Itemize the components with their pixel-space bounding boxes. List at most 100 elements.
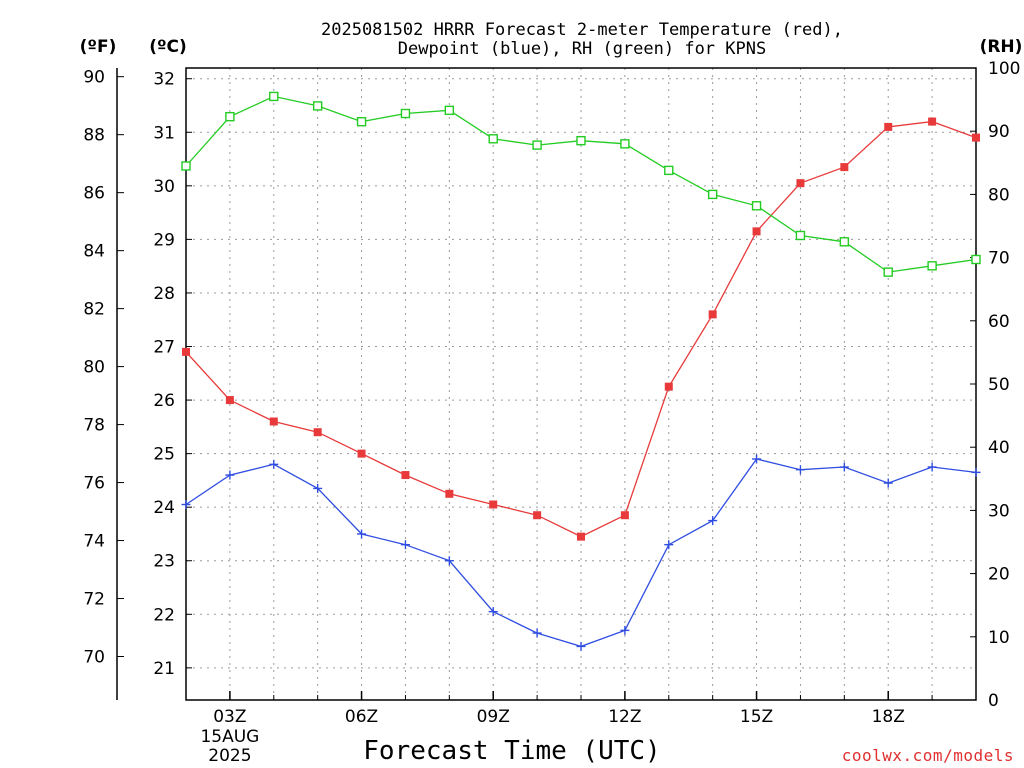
fahrenheit-tick-label: 84 xyxy=(83,242,105,262)
series xyxy=(181,91,981,651)
fahrenheit-tick-label: 88 xyxy=(83,126,105,146)
celsius-tick-label: 22 xyxy=(153,605,175,625)
temperature-point xyxy=(401,471,410,480)
dewpoint-point xyxy=(927,462,937,472)
rh-tick-label: 90 xyxy=(988,122,1010,142)
fahrenheit-tick-label: 90 xyxy=(83,68,105,88)
rh-point xyxy=(883,267,893,277)
dewpoint-series xyxy=(181,454,981,651)
rh-tick-label: 10 xyxy=(988,628,1010,648)
rh-unit-label: (RH) xyxy=(980,37,1023,57)
celsius-unit-label: (ºC) xyxy=(149,37,187,57)
dewpoint-point xyxy=(225,470,235,480)
rh-point xyxy=(225,111,235,122)
rh-point xyxy=(488,134,498,144)
rh-tick-label: 60 xyxy=(988,312,1010,332)
chart-title-line-2: Dewpoint (blue), RH (green) for KPNS xyxy=(398,39,766,59)
rh-tick-label: 20 xyxy=(988,565,1010,585)
temperature-point xyxy=(269,417,278,426)
x-tick-sublabel: 15AUG xyxy=(200,727,259,747)
dewpoint-point xyxy=(839,462,849,472)
dewpoint-point xyxy=(752,454,762,464)
rh-tick-label: 80 xyxy=(988,185,1010,205)
fahrenheit-tick-label: 78 xyxy=(83,416,105,436)
temperature-point xyxy=(752,227,761,236)
rh-point xyxy=(356,117,367,127)
fahrenheit-tick-label: 76 xyxy=(83,474,105,494)
rh-line xyxy=(185,95,977,273)
rh-tick-label: 100 xyxy=(988,59,1020,79)
dewpoint-point xyxy=(313,483,323,493)
celsius-tick-label: 26 xyxy=(153,391,175,411)
temperature-point xyxy=(884,122,893,131)
temperature-point xyxy=(928,117,937,126)
x-tick-label: 15Z xyxy=(740,707,773,727)
fahrenheit-tick-label: 70 xyxy=(83,648,105,668)
rh-point xyxy=(400,108,411,119)
rh-tick-label: 40 xyxy=(988,438,1010,458)
temperature-point xyxy=(708,310,717,319)
rh-point xyxy=(269,91,279,102)
temperature-point xyxy=(620,511,629,520)
x-tick-label: 03Z xyxy=(213,707,246,727)
dewpoint-point xyxy=(357,529,367,539)
dewpoint-point xyxy=(795,465,805,475)
temperature-point xyxy=(357,449,366,458)
x-tick-sublabel: 2025 xyxy=(208,746,251,766)
rh-tick-label: 0 xyxy=(988,691,999,711)
temperature-point xyxy=(972,133,980,142)
temperature-point xyxy=(445,489,454,498)
dewpoint-point xyxy=(444,556,454,566)
dewpoint-point xyxy=(488,607,498,617)
axes: 21 22 23 24 25 26 27 28 29 30 31 32 70 72 74 76 78 80 82 84… xyxy=(83,59,1020,766)
temperature-point xyxy=(840,163,849,172)
chart-title: 2025081502 HRRR Forecast 2-meter Tempera… xyxy=(321,20,843,59)
rh-tick-label: 50 xyxy=(988,375,1010,395)
temperature-point xyxy=(664,382,673,391)
rh-tick-label: 30 xyxy=(988,501,1010,521)
dewpoint-point xyxy=(269,459,279,469)
celsius-tick-label: 25 xyxy=(153,445,175,465)
credit-text: coolwx.com/models xyxy=(842,746,1014,765)
dewpoint-point xyxy=(708,516,718,526)
temperature-point xyxy=(489,500,498,509)
fahrenheit-tick-label: 86 xyxy=(83,184,105,204)
celsius-tick-label: 31 xyxy=(153,123,175,143)
x-tick-label: 12Z xyxy=(608,707,641,727)
x-tick-label: 09Z xyxy=(477,707,510,727)
rh-series xyxy=(181,91,981,277)
gridlines xyxy=(186,68,976,700)
rh-tick-label: 70 xyxy=(988,249,1010,269)
x-tick-label: 06Z xyxy=(345,707,378,727)
x-axis-label: Forecast Time (UTC) xyxy=(363,736,660,766)
temperature-point xyxy=(577,532,585,541)
dewpoint-point xyxy=(181,500,191,510)
dewpoint-point xyxy=(532,628,542,638)
celsius-tick-label: 23 xyxy=(153,552,175,572)
temperature-point xyxy=(796,179,805,188)
rh-point xyxy=(839,237,850,247)
rh-point xyxy=(664,165,674,176)
dewpoint-point xyxy=(883,478,893,488)
x-tick-label: 18Z xyxy=(872,707,905,727)
rh-point xyxy=(444,105,455,116)
rh-point xyxy=(971,254,981,265)
dewpoint-point xyxy=(971,467,981,477)
celsius-tick-label: 32 xyxy=(153,70,175,90)
temperature-point xyxy=(182,347,190,356)
celsius-tick-label: 29 xyxy=(153,230,175,250)
rh-point xyxy=(751,201,762,211)
temperature-point xyxy=(225,396,234,405)
rh-point xyxy=(576,135,586,146)
dewpoint-point xyxy=(576,641,586,651)
rh-point xyxy=(927,261,937,271)
celsius-tick-label: 28 xyxy=(153,284,175,304)
celsius-tick-label: 27 xyxy=(153,338,175,358)
celsius-tick-label: 24 xyxy=(153,498,175,518)
dewpoint-point xyxy=(400,540,410,550)
fahrenheit-tick-label: 72 xyxy=(83,590,105,610)
rh-point xyxy=(795,230,806,241)
temperature-point xyxy=(313,428,322,437)
rh-point xyxy=(532,140,542,150)
fahrenheit-tick-label: 80 xyxy=(83,358,105,378)
